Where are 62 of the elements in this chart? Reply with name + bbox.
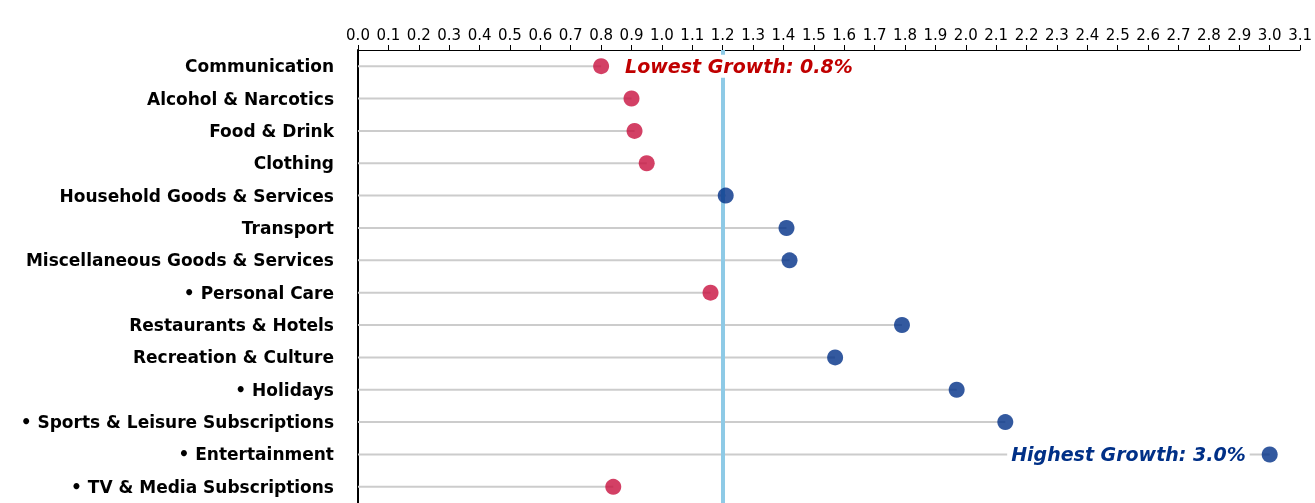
x-tick-label: 3.1 [1288,25,1312,44]
x-tick-label: 0.6 [528,25,553,44]
x-tick-label: 2.6 [1136,25,1161,44]
x-tick-label: 1.7 [862,25,887,44]
annotation: Lowest Growth: 0.8% [625,55,853,78]
x-tick-label: 0.1 [376,25,401,44]
x-tick-label: 2.2 [1014,25,1039,44]
point [626,122,643,139]
y-tick-label: Communication [185,56,334,77]
y-tick-label: • Holidays [235,379,334,400]
point [997,414,1014,431]
x-tick-label: 2.5 [1105,25,1130,44]
point [778,219,795,236]
y-tick-label: Transport [241,217,334,238]
x-tick-label: 0.0 [346,25,370,44]
x-tick-label: 0.7 [558,25,583,44]
point [605,478,622,495]
x-tick-label: 1.0 [649,25,674,44]
point [781,252,798,269]
y-tick-label: Food & Drink [209,120,335,141]
x-tick-label: 2.7 [1166,25,1191,44]
x-tick-label: 0.3 [437,25,462,44]
x-tick-label: 2.9 [1227,25,1252,44]
point [893,317,910,334]
y-tick-label: • TV & Media Subscriptions [71,476,334,497]
x-tick-label: 1.4 [771,25,796,44]
y-tick-label: Alcohol & Narcotics [147,88,334,109]
y-tick-label: Clothing [253,153,334,174]
point [702,284,719,301]
x-tick-label: 0.5 [498,25,522,44]
y-tick-label: Recreation & Culture [132,347,334,368]
x-tick-label: 0.2 [406,25,431,44]
x-tick-label: 1.5 [801,25,826,44]
y-tick-label: Restaurants & Hotels [129,315,334,336]
x-tick-label: 1.6 [832,25,857,44]
y-tick-label: • Sports & Leisure Subscriptions [20,412,334,433]
x-tick-label: 0.9 [619,25,644,44]
point [623,90,640,107]
x-tick-label: 1.1 [680,25,705,44]
x-tick-label: 1.2 [710,25,735,44]
annotation: Highest Growth: 3.0% [1011,443,1246,466]
x-tick-label: 1.8 [893,25,917,44]
point [638,155,655,172]
x-tick-label: 2.1 [984,25,1009,44]
x-tick-label: 0.8 [589,25,614,44]
point [948,381,965,398]
y-tick-label: Household Goods & Services [59,185,334,206]
x-tick-label: 1.9 [923,25,948,44]
x-tick-label: 2.4 [1075,25,1100,44]
point [1261,446,1278,463]
point [593,58,610,75]
point [717,187,734,204]
y-tick-label: • Personal Care [183,282,334,303]
x-tick-label: 0.4 [467,25,492,44]
y-tick-label: • Entertainment [178,444,334,465]
x-tick-label: 2.0 [953,25,978,44]
x-tick-label: 2.3 [1045,25,1069,44]
x-tick-label: 1.3 [741,25,765,44]
y-tick-label: Miscellaneous Goods & Services [25,250,334,271]
point [827,349,844,366]
x-tick-label: 2.8 [1196,25,1221,44]
x-tick-label: 3.0 [1257,25,1282,44]
